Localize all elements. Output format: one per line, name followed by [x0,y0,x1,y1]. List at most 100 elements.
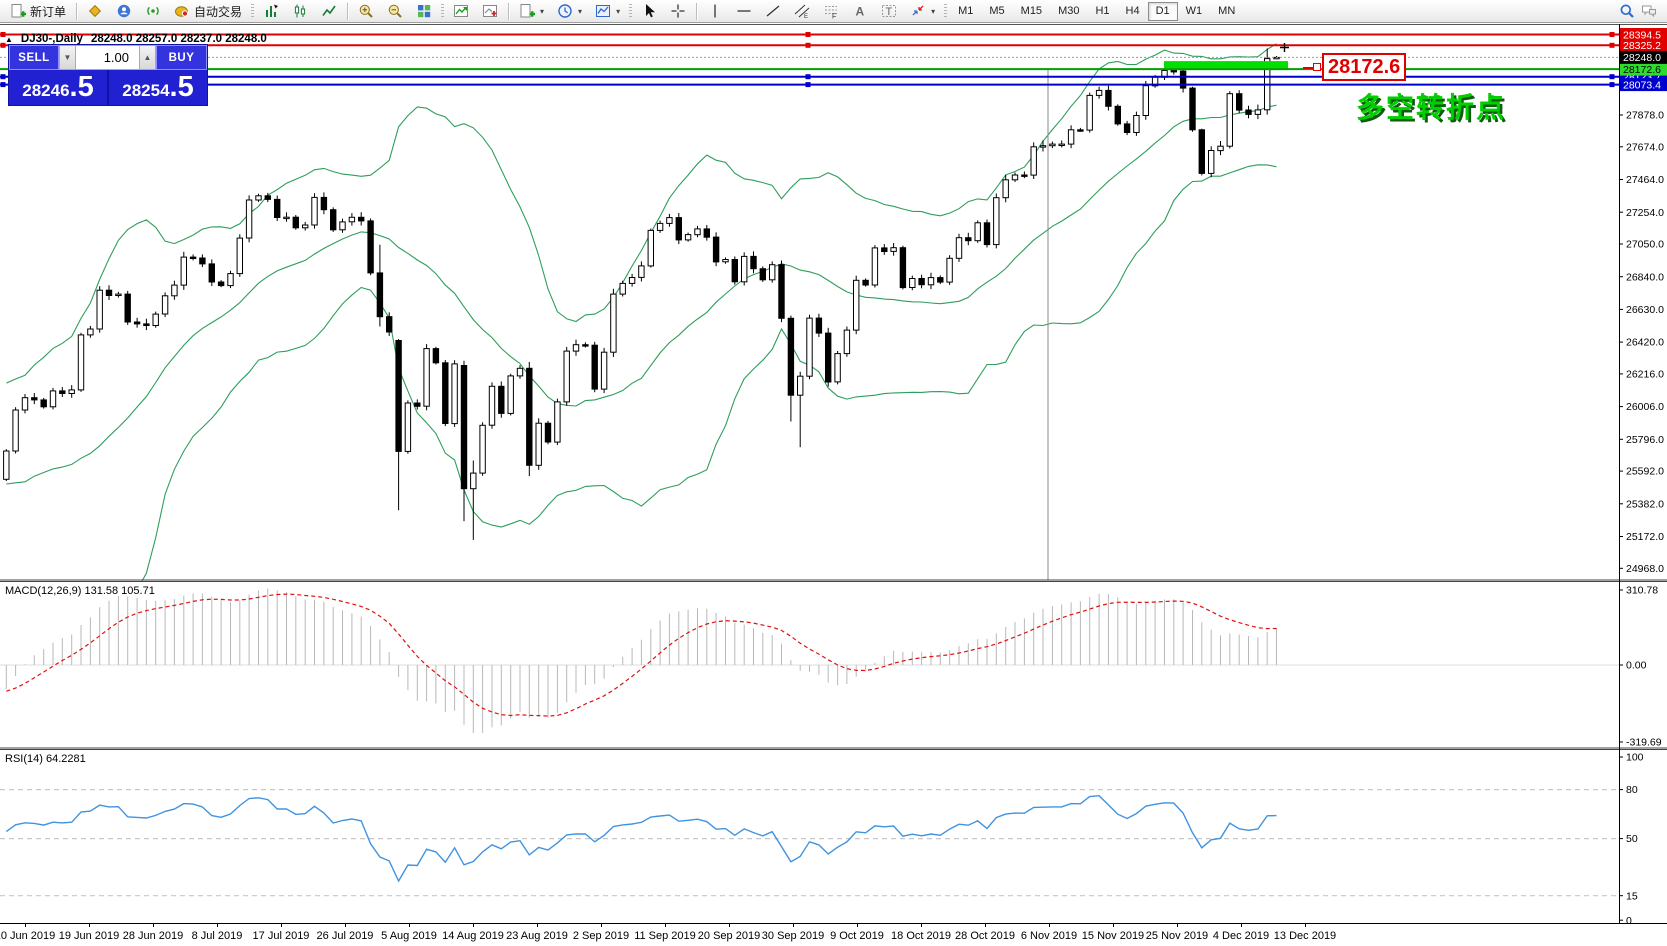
date-tick-mark [857,924,858,927]
volume-input[interactable]: 1.00 [76,45,139,70]
line-chart-icon [322,5,336,16]
sell-button[interactable]: SELL [9,45,59,70]
main-price-chart[interactable]: 27878.0 27674.0 27464.0 27254.0 27050.0 26840… [0,24,1667,581]
market-watch-button[interactable] [81,1,109,21]
sell-price-int: 28246 [22,81,70,100]
timeframe-button-M1[interactable]: M1 [958,4,974,17]
svg-text:26630.0: 26630.0 [1626,304,1664,316]
price-tag-handle[interactable] [1313,63,1321,71]
separator [76,2,78,20]
new-order-label: 新订单 [30,4,67,19]
bar-chart-button[interactable] [257,1,285,21]
one-click-trade-panel: SELL ▼ 1.00 ▲ BUY 28246 .5 28254 .5 [8,44,208,106]
svg-text:28073.4: 28073.4 [1623,79,1661,91]
svg-text:50: 50 [1626,833,1638,845]
buy-price-button[interactable]: 28254 .5 [109,70,207,105]
timeframe-button-M5[interactable]: M5 [989,4,1005,17]
toolbar-grip [629,3,633,19]
svg-text:25592.0: 25592.0 [1626,466,1664,478]
svg-text:25172.0: 25172.0 [1626,531,1664,543]
search-icon[interactable] [1619,3,1635,19]
timeframe-group: M1 M5 M15 M30 H1 H4 D1 W1 MN [950,1,1243,21]
rsi-label: RSI(14) 64.2281 [5,753,86,765]
timeframe-button-M15[interactable]: M15 [1020,4,1043,17]
new-order-button[interactable]: 新订单 [4,1,72,21]
date-tick-label: 9 Oct 2019 [830,930,884,942]
cursor-icon [646,4,656,18]
line-chart-button[interactable] [315,1,343,21]
date-tick-label: 20 Sep 2019 [697,930,761,942]
arrows-tool-button[interactable]: ▾ [904,1,941,21]
auto-trading-button[interactable]: 自动交易 [168,1,248,21]
label-tool-button[interactable]: T [875,1,903,21]
templates-button[interactable]: ▾ [589,1,626,21]
timeframe-button-M30[interactable]: M30 [1058,4,1080,17]
timeframe-button-H4[interactable]: H4 [1125,4,1140,17]
chat-icon[interactable] [1641,3,1657,19]
templates-icon [596,5,611,17]
indicators-button[interactable] [447,1,475,21]
svg-text:28394.5: 28394.5 [1623,29,1661,41]
date-tick-mark [665,924,666,927]
svg-text:25796.0: 25796.0 [1626,434,1664,446]
fibonacci-icon: F [825,6,838,19]
buy-button[interactable]: BUY [156,45,207,70]
channel-tool-button[interactable]: E [788,1,816,21]
date-tick-label: 28 Oct 2019 [955,930,1015,942]
zoom-in-button[interactable] [352,1,380,21]
crosshair-tool-button[interactable] [664,1,692,21]
channel-icon: E [794,4,810,19]
timeframe-button-D1[interactable]: D1 [1147,1,1178,21]
vertical-line-icon [714,4,716,18]
turning-point-annotation[interactable]: 多空转折点 [1356,92,1507,123]
add-indicator-button[interactable] [476,1,504,21]
indicators-icon [454,5,469,17]
date-axis[interactable]: 10 Jun 2019 19 Jun 2019 28 Jun 2019 8 Jul 2… [0,923,1667,946]
svg-text:28325.2: 28325.2 [1623,40,1661,52]
separator [347,2,349,20]
toolbar-right [1619,3,1663,19]
trendline-tool-button[interactable] [759,1,787,21]
rsi-indicator-chart[interactable]: 100 80 50 15 0 [0,749,1667,923]
timeframe-button-H1[interactable]: H1 [1095,4,1110,17]
buy-price-int: 28254 [122,81,170,100]
signals-button[interactable] [139,1,167,21]
horizontal-line-tool-button[interactable] [730,1,758,21]
new-chart-button[interactable]: ▾ [513,1,550,21]
zoom-in-icon [359,4,373,18]
svg-text:27050.0: 27050.0 [1626,239,1664,251]
timeframe-button-W1[interactable]: W1 [1185,4,1203,17]
price-tag-28172[interactable]: 28172.6 [1322,53,1407,81]
candles-group [3,48,1280,540]
buy-price-dec: .5 [169,71,194,103]
date-tick-label: 15 Nov 2019 [1081,930,1145,942]
macd-indicator-chart[interactable]: 310.78 0.00 -319.69 [0,581,1667,749]
date-tick-label: 18 Oct 2019 [891,930,951,942]
date-tick-label: 25 Nov 2019 [1145,930,1209,942]
fibonacci-tool-button[interactable]: F [817,1,845,21]
sell-price-button[interactable]: 28246 .5 [9,70,107,105]
tile-windows-button[interactable] [410,1,438,21]
date-tick-label: 10 Jun 2019 [0,930,56,942]
community-button[interactable] [110,1,138,21]
candlestick-chart-button[interactable] [286,1,314,21]
zoom-out-icon [388,4,402,18]
market-watch-icon [88,4,102,18]
date-tick-label: 5 Aug 2019 [381,930,437,942]
svg-text:0: 0 [1626,915,1632,923]
date-tick-label: 13 Dec 2019 [1273,930,1337,942]
volume-up-button[interactable]: ▲ [139,45,156,70]
vertical-line-tool-button[interactable] [701,1,729,21]
collapse-arrow-icon[interactable]: ▲ [5,34,13,44]
volume-down-button[interactable]: ▼ [59,45,76,70]
auto-trading-label: 自动交易 [194,4,243,19]
profiles-icon [558,4,572,18]
profiles-button[interactable]: ▾ [551,1,588,21]
timeframe-button-MN[interactable]: MN [1218,4,1236,17]
zoom-out-button[interactable] [381,1,409,21]
new-order-icon [11,4,26,18]
cursor-tool-button[interactable] [635,1,663,21]
price-tag-connector [1303,67,1314,69]
signals-icon [147,6,159,16]
text-tool-button[interactable]: A [846,1,874,21]
